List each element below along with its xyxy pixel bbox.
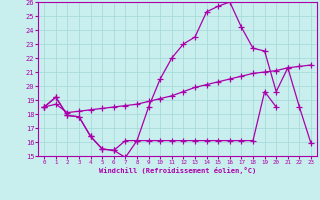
X-axis label: Windchill (Refroidissement éolien,°C): Windchill (Refroidissement éolien,°C)	[99, 167, 256, 174]
